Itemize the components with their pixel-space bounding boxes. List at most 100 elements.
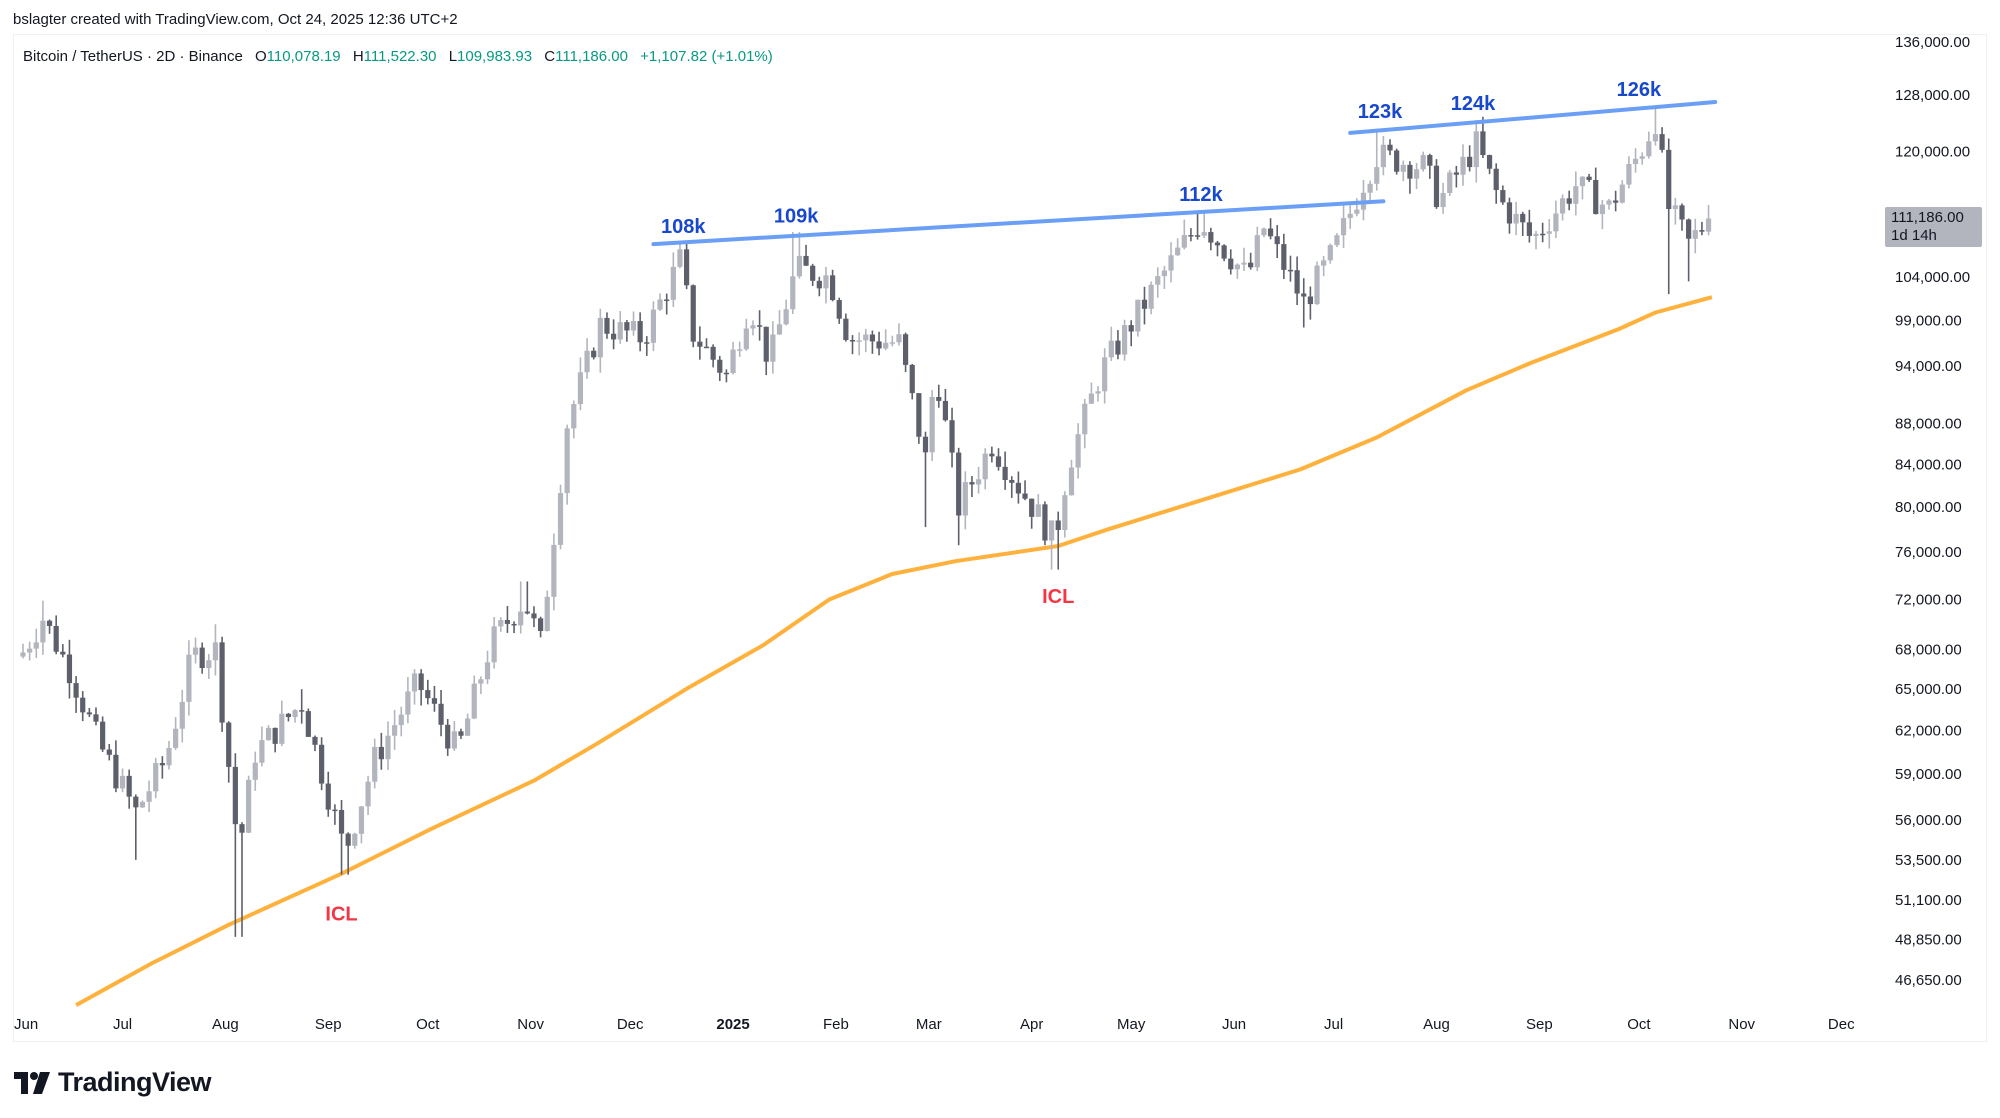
candle-body: [909, 364, 915, 394]
candle-body: [1473, 131, 1479, 168]
y-axis-tick-label: 84,000.00: [1895, 456, 1962, 473]
candle-body: [577, 372, 584, 405]
x-axis-tick-label: Sep: [1526, 1016, 1553, 1033]
candle-body: [1002, 466, 1008, 480]
candle-body: [153, 763, 159, 792]
candle-body: [465, 718, 471, 736]
y-axis-tick-label: 72,000.00: [1895, 592, 1962, 609]
candle-body: [1553, 213, 1559, 232]
candle-body: [1546, 231, 1552, 234]
candle-body: [690, 285, 696, 342]
candle-body: [524, 611, 530, 614]
symbol-title[interactable]: Bitcoin / TetherUS · 2D · Binance: [23, 48, 243, 65]
candle-body: [531, 613, 537, 619]
candle-body: [1666, 149, 1672, 210]
resistance-trend-line[interactable]: [651, 199, 1386, 247]
candle-body: [1208, 232, 1214, 243]
candle-body: [212, 642, 219, 661]
peak-label[interactable]: 124k: [1451, 93, 1496, 115]
candle-body: [1248, 262, 1254, 268]
candle-body: [299, 710, 305, 712]
candle-body: [1228, 258, 1234, 270]
candle-body: [100, 721, 106, 750]
candle-body: [1440, 193, 1446, 208]
candle-body: [27, 648, 33, 653]
candle-body: [126, 775, 132, 797]
candle-body: [962, 482, 968, 516]
y-axis-tick-label: 136,000.00: [1895, 34, 1970, 51]
close-label: C: [544, 48, 556, 65]
candle-body: [159, 763, 165, 766]
candle-body: [1480, 131, 1486, 156]
candle-body: [922, 436, 929, 453]
candle-body: [936, 397, 942, 401]
candle-body: [564, 428, 570, 494]
candle-body: [305, 711, 311, 737]
candle-body: [876, 341, 882, 349]
candle-body: [1022, 493, 1028, 499]
candle-body: [33, 642, 39, 649]
candle-body: [1500, 190, 1506, 203]
candle-body: [1121, 325, 1128, 355]
candle-body: [1155, 276, 1161, 285]
peak-label[interactable]: 123k: [1358, 101, 1403, 123]
candle-body: [179, 701, 185, 729]
candle-body: [1506, 202, 1513, 224]
y-axis-tick-label: 59,000.00: [1895, 766, 1962, 783]
icl-label[interactable]: ICL: [1042, 586, 1074, 608]
candle-body: [206, 660, 212, 669]
candle-body: [246, 779, 252, 833]
y-axis-tick-label: 48,850.00: [1895, 932, 1962, 949]
candle-body: [1261, 228, 1267, 236]
candle-body: [1334, 235, 1340, 246]
y-axis-tick-label: 51,100.00: [1895, 892, 1962, 909]
resistance-trend-line[interactable]: [1348, 100, 1718, 135]
candle-body: [398, 714, 404, 726]
x-axis-tick-label: Jun: [14, 1016, 38, 1033]
y-axis-tick-label: 128,000.00: [1895, 87, 1970, 104]
change-value: +1,107.82 (+1.01%): [640, 48, 773, 65]
candle-body: [139, 801, 146, 808]
icl-label[interactable]: ICL: [325, 903, 357, 925]
candle-body: [1287, 269, 1294, 272]
peak-label[interactable]: 112k: [1179, 184, 1223, 206]
peak-label[interactable]: 108k: [661, 216, 706, 238]
candle-body: [630, 321, 637, 331]
candle-body: [697, 341, 703, 347]
candle-body: [1467, 156, 1473, 168]
candle-body: [192, 647, 199, 655]
candle-body: [1042, 504, 1048, 541]
candle-body: [1374, 167, 1380, 184]
candle-body: [975, 479, 982, 485]
candle-body: [46, 620, 53, 626]
x-axis-tick-label: Nov: [1728, 1016, 1755, 1033]
candle-body: [823, 275, 829, 289]
candle-body: [1613, 200, 1619, 203]
peak-label[interactable]: 109k: [774, 206, 819, 228]
peak-label[interactable]: 126k: [1617, 79, 1662, 101]
candle-body: [856, 340, 862, 342]
candle-body: [790, 276, 796, 310]
candle-body: [730, 349, 736, 374]
candle-body: [73, 683, 79, 698]
y-axis-tick-label: 94,000.00: [1895, 358, 1962, 375]
candle-body: [292, 710, 298, 718]
x-axis-tick-label: Oct: [416, 1016, 440, 1033]
x-axis-tick-label: Jun: [1222, 1016, 1246, 1033]
candle-body: [166, 747, 172, 766]
candle-body: [1354, 209, 1360, 214]
candle-body: [1705, 218, 1712, 232]
candle-body: [40, 620, 46, 643]
candle-body: [1526, 222, 1532, 236]
candle-body: [1128, 325, 1134, 332]
y-axis-tick-label: 56,000.00: [1895, 812, 1962, 829]
candle-body: [557, 493, 564, 545]
candle-body: [803, 255, 809, 266]
candle-body: [843, 318, 849, 341]
candle-body: [710, 346, 716, 360]
tradingview-logo[interactable]: TradingView: [14, 1067, 212, 1098]
y-axis-tick-label: 99,000.00: [1895, 312, 1962, 329]
candle-body: [816, 280, 822, 289]
x-axis-tick-label: Nov: [517, 1016, 544, 1033]
